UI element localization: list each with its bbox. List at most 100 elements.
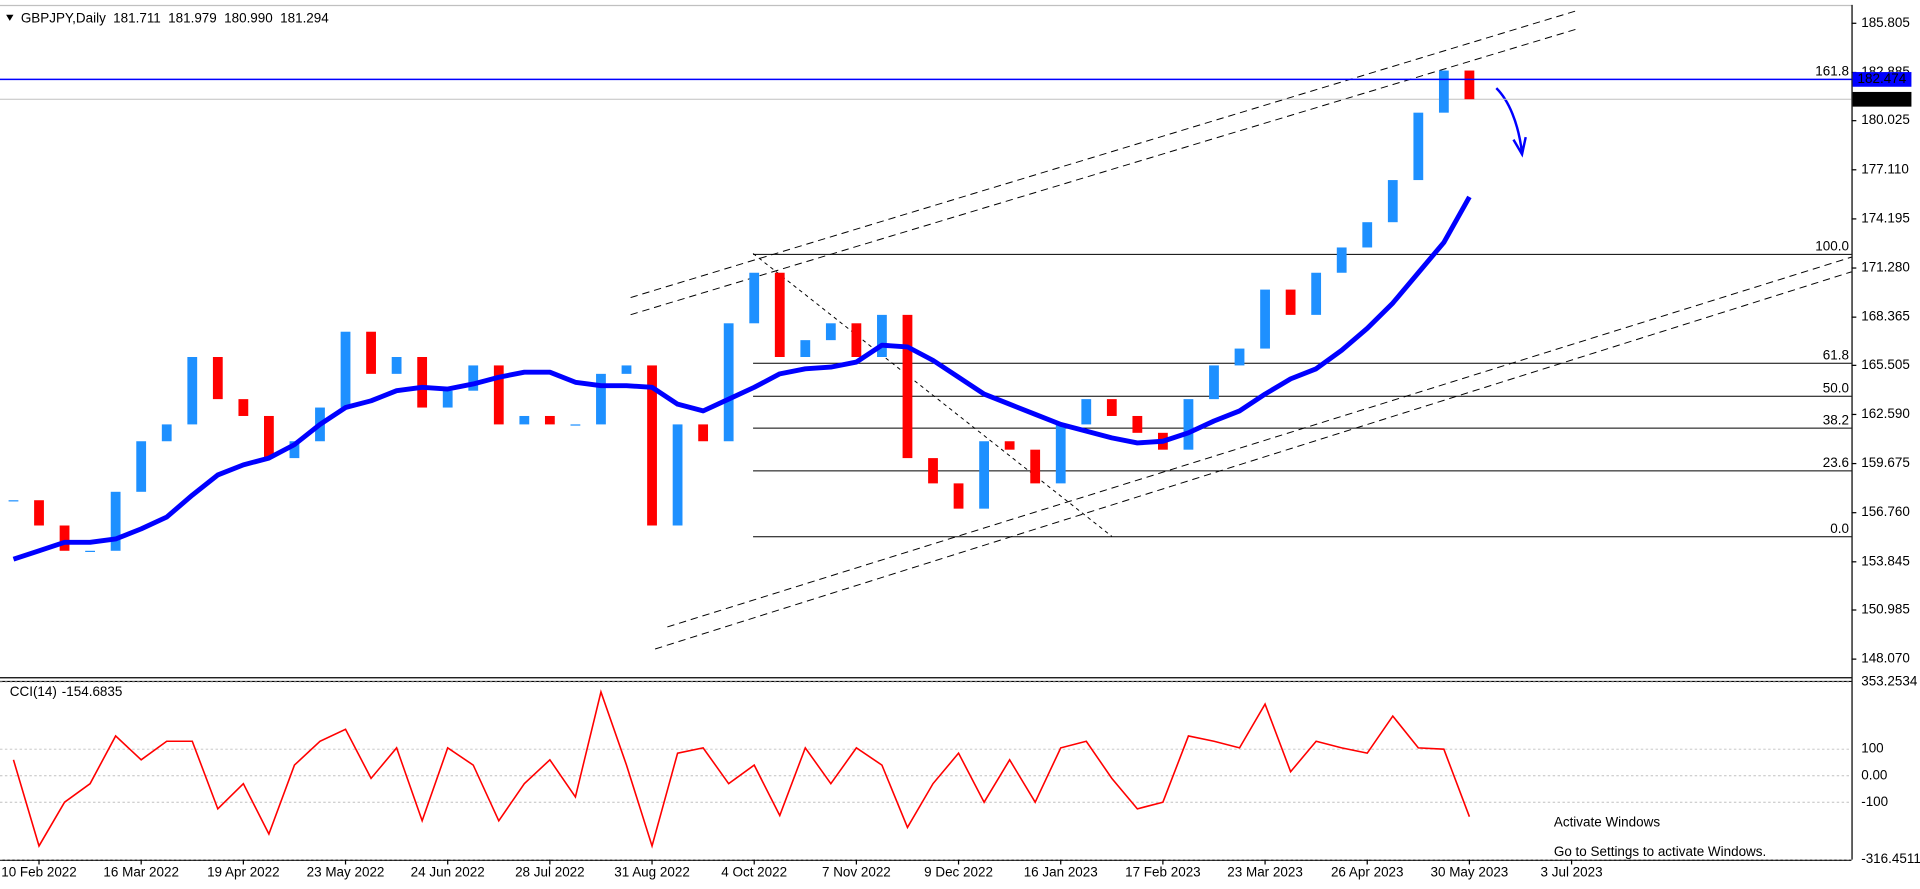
y-tick-label: 162.590 [1861, 406, 1910, 421]
candle [212, 356, 223, 400]
candle [468, 365, 479, 391]
x-tick-label: 23 May 2022 [307, 865, 385, 880]
candle [366, 331, 376, 374]
channel-line [630, 27, 1580, 316]
x-tick-label: 31 Aug 2022 [614, 865, 690, 880]
candle [1132, 415, 1143, 433]
y-tick-label: 168.365 [1861, 309, 1910, 324]
candle [851, 323, 862, 357]
candle [544, 415, 555, 425]
channel-line [667, 256, 1852, 628]
candle [85, 550, 95, 553]
fib-level-label: 61.8 [1823, 347, 1849, 362]
candle [238, 399, 249, 416]
level-label-box [1852, 72, 1912, 87]
cci-tick-label: 353.2534 [1861, 674, 1918, 689]
x-tick-label: 16 Mar 2022 [103, 865, 179, 880]
candle [493, 365, 504, 425]
candle [8, 500, 19, 502]
candle [1285, 289, 1296, 315]
candle [800, 340, 811, 357]
y-tick-label: 150.985 [1861, 602, 1910, 617]
candle [672, 424, 683, 526]
y-tick-label: 159.675 [1861, 455, 1910, 470]
cci-tick-label: 0.00 [1861, 767, 1887, 782]
candle [1260, 289, 1270, 349]
candle [161, 424, 172, 442]
cci-last: -154.6835 [62, 683, 123, 698]
moving-average [12, 195, 1472, 562]
candle [110, 491, 121, 551]
x-tick-label: 9 Dec 2022 [924, 865, 993, 880]
quote-value: 181.711 [113, 10, 161, 25]
candle [264, 415, 274, 459]
cci-header: CCI(14) -154.6835 [10, 683, 123, 698]
candle [979, 441, 989, 509]
quote-value: 180.990 [224, 10, 273, 25]
candle [621, 365, 632, 374]
y-tick-label: 180.025 [1861, 112, 1910, 127]
candle [59, 525, 70, 551]
candle [136, 441, 147, 492]
candle [1234, 348, 1245, 366]
x-tick-label: 3 Jul 2023 [1541, 865, 1603, 880]
x-tick-label: 4 Oct 2022 [721, 865, 787, 880]
candle [1387, 180, 1398, 223]
fib-level-label: 0.0 [1830, 521, 1849, 536]
candle [1183, 399, 1194, 450]
candle [596, 373, 606, 425]
candle [289, 441, 300, 459]
trendlines [630, 9, 1852, 650]
candle [698, 424, 709, 442]
menu-triangle[interactable] [6, 14, 14, 21]
candle [1209, 365, 1219, 400]
x-tick-label: 26 Apr 2023 [1331, 865, 1404, 880]
level-label: 182.474 [1858, 71, 1907, 86]
candle [1004, 441, 1015, 450]
candle [825, 323, 836, 341]
candle [1106, 399, 1117, 416]
y-tick-label: 185.805 [1861, 15, 1910, 30]
candle [1362, 222, 1373, 248]
x-tick-label: 7 Nov 2022 [822, 865, 891, 880]
candle [723, 323, 734, 442]
y-tick-label: 171.280 [1861, 260, 1910, 275]
fib-level-label: 50.0 [1823, 380, 1849, 395]
candle [519, 415, 530, 425]
watermark: Activate Windows [1554, 814, 1660, 829]
candle [1413, 112, 1424, 181]
fib-level-label: 23.6 [1823, 455, 1849, 470]
cci-line [12, 689, 1471, 849]
candle [1438, 70, 1449, 113]
candle [1336, 247, 1347, 273]
current-price-label: 181.294 [1858, 91, 1907, 106]
candle [340, 331, 351, 408]
x-tick-label: 16 Jan 2023 [1024, 865, 1098, 880]
candle [1464, 70, 1475, 100]
candle [1055, 424, 1066, 484]
fib-level-label: 38.2 [1823, 412, 1849, 427]
x-tick-label: 19 Apr 2022 [207, 865, 280, 880]
x-tick-label: 24 Jun 2022 [411, 865, 485, 880]
watermark: Go to Settings to activate Windows. [1554, 844, 1766, 859]
x-tick-label: 10 Feb 2022 [1, 865, 77, 880]
quote-value: 181.979 [168, 10, 217, 25]
candle [774, 272, 785, 357]
fib-level-label: 100.0 [1815, 239, 1849, 254]
candle [442, 390, 453, 408]
drawn-arrow [1495, 87, 1527, 158]
candle [187, 356, 198, 425]
x-tick-label: 17 Feb 2023 [1125, 865, 1201, 880]
candle [749, 272, 760, 324]
candle [391, 356, 402, 374]
symbol: GBPJPY,Daily [21, 10, 106, 25]
cci-tick-label: 100 [1861, 741, 1883, 756]
candle [902, 314, 913, 459]
candle [1311, 272, 1322, 315]
channel-line [654, 271, 1852, 650]
candle [570, 424, 581, 426]
y-tick-label: 156.760 [1861, 504, 1910, 519]
y-tick-label: 153.845 [1861, 553, 1910, 568]
x-tick-label: 23 Mar 2023 [1227, 865, 1303, 880]
